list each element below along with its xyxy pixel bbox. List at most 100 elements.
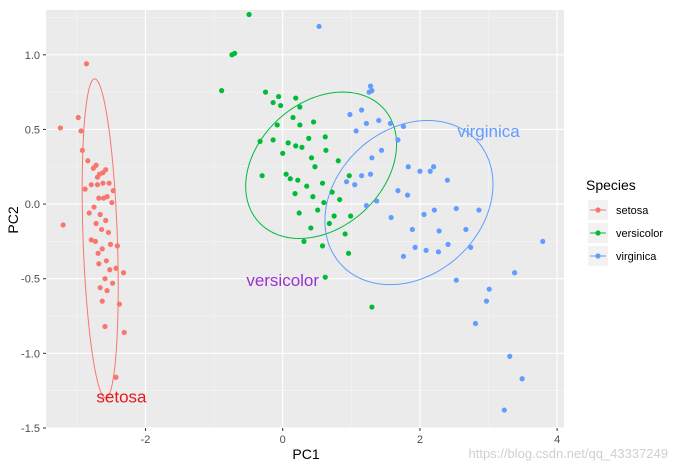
point-versicolor xyxy=(348,213,354,219)
watermark: https://blog.csdn.net/qq_43337249 xyxy=(468,446,669,461)
point-versicolor xyxy=(306,135,312,141)
point-versicolor xyxy=(337,196,343,203)
x-tick-label: 2 xyxy=(417,434,423,446)
point-setosa xyxy=(60,222,66,228)
point-versicolor xyxy=(229,52,235,58)
point-setosa xyxy=(94,174,101,180)
annotation-versicolor: versicolor xyxy=(246,271,319,290)
point-versicolor xyxy=(342,231,348,237)
y-axis-ticks: -1.5 -1.0 -0.5 0.0 0.5 1.0 xyxy=(21,50,46,435)
point-virginica xyxy=(395,137,401,143)
major-gridlines xyxy=(46,10,564,429)
point-setosa xyxy=(114,243,120,249)
point-virginica xyxy=(431,164,437,170)
point-virginica xyxy=(453,277,459,283)
point-virginica xyxy=(463,226,469,233)
point-virginica xyxy=(359,107,365,113)
point-setosa xyxy=(92,238,98,244)
legend-point-versicolor xyxy=(595,230,601,236)
point-versicolor xyxy=(278,102,284,109)
point-virginica xyxy=(472,320,479,327)
point-setosa xyxy=(97,285,103,291)
point-virginica xyxy=(363,120,370,127)
point-setosa xyxy=(79,147,85,153)
point-virginica xyxy=(376,117,382,124)
point-virginica xyxy=(519,376,525,382)
point-virginica xyxy=(431,207,437,213)
y-tick-label: -1.0 xyxy=(21,348,40,360)
point-virginica xyxy=(400,123,407,130)
legend-label-setosa: setosa xyxy=(616,205,649,217)
point-virginica xyxy=(347,111,353,118)
point-virginica xyxy=(316,23,322,30)
point-versicolor xyxy=(297,104,303,110)
point-setosa xyxy=(103,217,109,224)
point-setosa xyxy=(121,329,127,336)
point-versicolor xyxy=(335,158,341,164)
point-virginica xyxy=(352,182,358,188)
point-versicolor xyxy=(246,11,252,18)
point-virginica xyxy=(421,211,427,218)
point-setosa xyxy=(120,270,127,276)
point-virginica xyxy=(435,249,442,255)
x-axis-title: PC1 xyxy=(292,446,319,462)
point-virginica xyxy=(412,244,418,250)
point-virginica xyxy=(540,238,546,244)
point-setosa xyxy=(113,265,119,271)
legend-point-virginica xyxy=(595,253,601,259)
point-setosa xyxy=(116,301,123,307)
point-virginica xyxy=(405,164,411,170)
point-versicolor xyxy=(322,134,328,140)
point-setosa xyxy=(88,237,94,243)
y-tick-label: 0.5 xyxy=(25,124,40,136)
point-versicolor xyxy=(329,189,335,195)
legend-label-versicolor: versicolor xyxy=(616,228,663,240)
point-versicolor xyxy=(310,119,317,125)
point-versicolor xyxy=(280,150,286,156)
point-versicolor xyxy=(257,138,263,144)
point-virginica xyxy=(404,192,411,198)
x-axis-ticks: -2 0 2 4 xyxy=(141,428,560,446)
point-setosa xyxy=(86,210,92,216)
point-versicolor xyxy=(321,199,327,206)
species-annotations: setosa versicolor virginica xyxy=(96,122,520,407)
point-setosa xyxy=(75,114,81,121)
y-axis-title: PC2 xyxy=(5,206,21,233)
point-versicolor xyxy=(319,180,326,186)
point-virginica xyxy=(369,155,375,161)
point-versicolor xyxy=(293,95,299,101)
y-tick-label: 1.0 xyxy=(25,50,40,62)
point-setosa xyxy=(99,298,105,304)
point-virginica xyxy=(400,253,407,259)
point-versicolor xyxy=(290,114,296,121)
legend-title: Species xyxy=(586,177,636,193)
point-virginica xyxy=(374,198,380,204)
point-versicolor xyxy=(345,250,352,256)
point-setosa xyxy=(97,211,103,218)
point-versicolor xyxy=(301,238,307,244)
point-setosa xyxy=(93,162,99,168)
point-virginica xyxy=(501,407,507,413)
point-setosa xyxy=(94,182,101,188)
point-setosa xyxy=(98,226,105,233)
minor-gridlines xyxy=(46,10,564,428)
point-versicolor xyxy=(274,122,280,128)
point-versicolor xyxy=(292,191,298,197)
point-versicolor xyxy=(295,177,301,183)
point-setosa xyxy=(100,180,106,186)
point-versicolor xyxy=(346,173,352,179)
point-setosa xyxy=(103,258,109,264)
point-setosa xyxy=(109,280,116,286)
point-setosa xyxy=(109,199,115,206)
point-setosa xyxy=(113,374,119,380)
point-versicolor xyxy=(308,225,314,231)
y-tick-label: -0.5 xyxy=(21,274,40,286)
point-setosa xyxy=(110,188,116,194)
point-setosa xyxy=(82,186,88,192)
point-setosa xyxy=(107,267,113,273)
point-virginica xyxy=(353,128,359,134)
point-versicolor xyxy=(315,207,321,213)
point-setosa xyxy=(104,288,110,294)
point-versicolor xyxy=(323,147,329,153)
point-setosa xyxy=(93,220,99,227)
